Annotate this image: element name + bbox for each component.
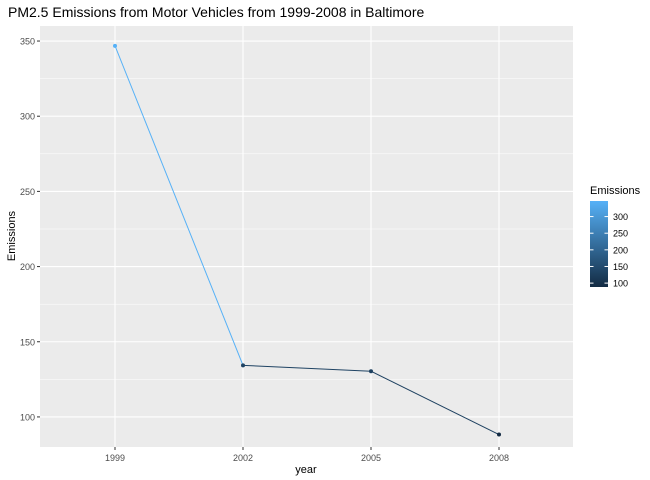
legend-title: Emissions [590,185,641,197]
plot-panel [40,26,573,447]
y-tick-label: 150 [20,337,35,347]
y-tick-label: 250 [20,187,35,197]
y-axis: 100 150 200 250 300 350 [20,37,40,422]
data-point [497,432,501,437]
emissions-series [114,45,500,435]
x-tick-label: 2002 [233,453,253,463]
colorbar-tick-label: 300 [613,212,628,222]
x-axis-title: year [295,464,317,476]
y-tick-label: 200 [20,262,35,272]
colorbar-gradient [590,201,608,287]
x-tick-label: 2008 [489,453,509,463]
line-segment [114,45,244,366]
data-point [113,43,117,48]
major-gridlines [40,26,573,447]
data-points [113,43,501,437]
y-tick-label: 100 [20,412,35,422]
colorbar-tick-label: 100 [613,279,628,289]
colorbar-tick-label: 250 [613,229,628,239]
chart-title: PM2.5 Emissions from Motor Vehicles from… [8,4,425,20]
colorbar-tick-label: 200 [613,245,628,255]
y-tick-label: 350 [20,37,35,47]
y-tick-label: 300 [20,112,35,122]
data-point [369,369,373,374]
minor-gridlines [40,78,573,455]
x-tick-label: 1999 [105,453,125,463]
colorbar-legend: Emissions 100 150 200 250 300 [590,185,641,289]
x-axis: 1999 2002 2005 2008 [105,447,509,463]
x-tick-label: 2005 [361,453,381,463]
colorbar-ticks: 100 150 200 250 300 [590,212,628,289]
line-segment [370,370,500,435]
data-point [241,363,245,368]
colorbar-tick-label: 150 [613,262,628,272]
y-axis-title: Emissions [6,210,18,261]
line-segment [242,364,372,372]
